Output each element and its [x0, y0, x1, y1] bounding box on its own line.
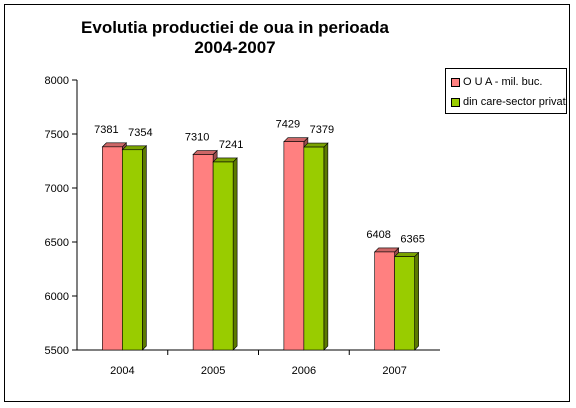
chart-title: Evolutia productiei de oua in perioada 2… — [81, 18, 389, 57]
data-label-1-2006: 7379 — [310, 124, 334, 136]
bar-top-1-2004 — [121, 145, 148, 151]
bar-private-sector-2007 — [394, 256, 415, 351]
data-label-0-2007: 6408 — [366, 229, 390, 241]
y-tick-label-7500: 7500 — [45, 129, 69, 141]
bar-private-sector-2004 — [122, 149, 143, 351]
bar-top-0-2004 — [101, 142, 128, 148]
bar-side-1-2005 — [232, 157, 238, 351]
legend: O U A - mil. buc. din care-sector privat — [445, 68, 567, 114]
data-label-1-2007: 6365 — [400, 234, 424, 246]
x-tick-label-2005: 2005 — [201, 365, 225, 377]
bar-eggs-total-2005 — [192, 154, 214, 351]
bar-top-1-2006 — [303, 142, 329, 148]
x-tick-label-2007: 2007 — [382, 365, 406, 377]
bar-private-sector-2005 — [212, 161, 234, 351]
bar-eggs-total-2006 — [283, 141, 305, 351]
bar-eggs-total-2007 — [374, 251, 395, 351]
legend-swatch-private-sector — [451, 98, 460, 107]
bar-top-0-2006 — [283, 137, 309, 142]
bar-eggs-total-2004 — [102, 146, 123, 351]
bar-side-1-2007 — [414, 251, 419, 351]
bar-private-sector-2006 — [303, 146, 325, 351]
bar-top-0-2005 — [192, 150, 218, 155]
y-tick-label-5500: 5500 — [45, 345, 69, 357]
bar-top-1-2005 — [212, 157, 238, 163]
data-label-0-2004: 7381 — [94, 124, 118, 136]
x-tick-label-2004: 2004 — [110, 365, 134, 377]
bar-side-1-2006 — [323, 142, 329, 351]
bar-top-0-2007 — [373, 247, 400, 253]
bar-side-1-2004 — [142, 145, 147, 351]
legend-label-private-sector: din care-sector privat — [463, 96, 566, 108]
legend-swatch-eggs-total — [451, 78, 460, 87]
bar-top-1-2007 — [393, 252, 420, 257]
data-label-0-2006: 7429 — [276, 119, 300, 131]
data-label-0-2005: 7310 — [185, 132, 209, 144]
data-label-1-2005: 7241 — [219, 139, 243, 151]
y-tick-label-6000: 6000 — [45, 291, 69, 303]
data-label-1-2004: 7354 — [128, 127, 152, 139]
y-tick-label-8000: 8000 — [45, 75, 69, 87]
y-tick-label-7000: 7000 — [45, 183, 69, 195]
x-tick-label-2006: 2006 — [292, 365, 316, 377]
legend-label-eggs-total: O U A - mil. buc. — [463, 76, 543, 88]
y-tick-label-6500: 6500 — [45, 237, 69, 249]
